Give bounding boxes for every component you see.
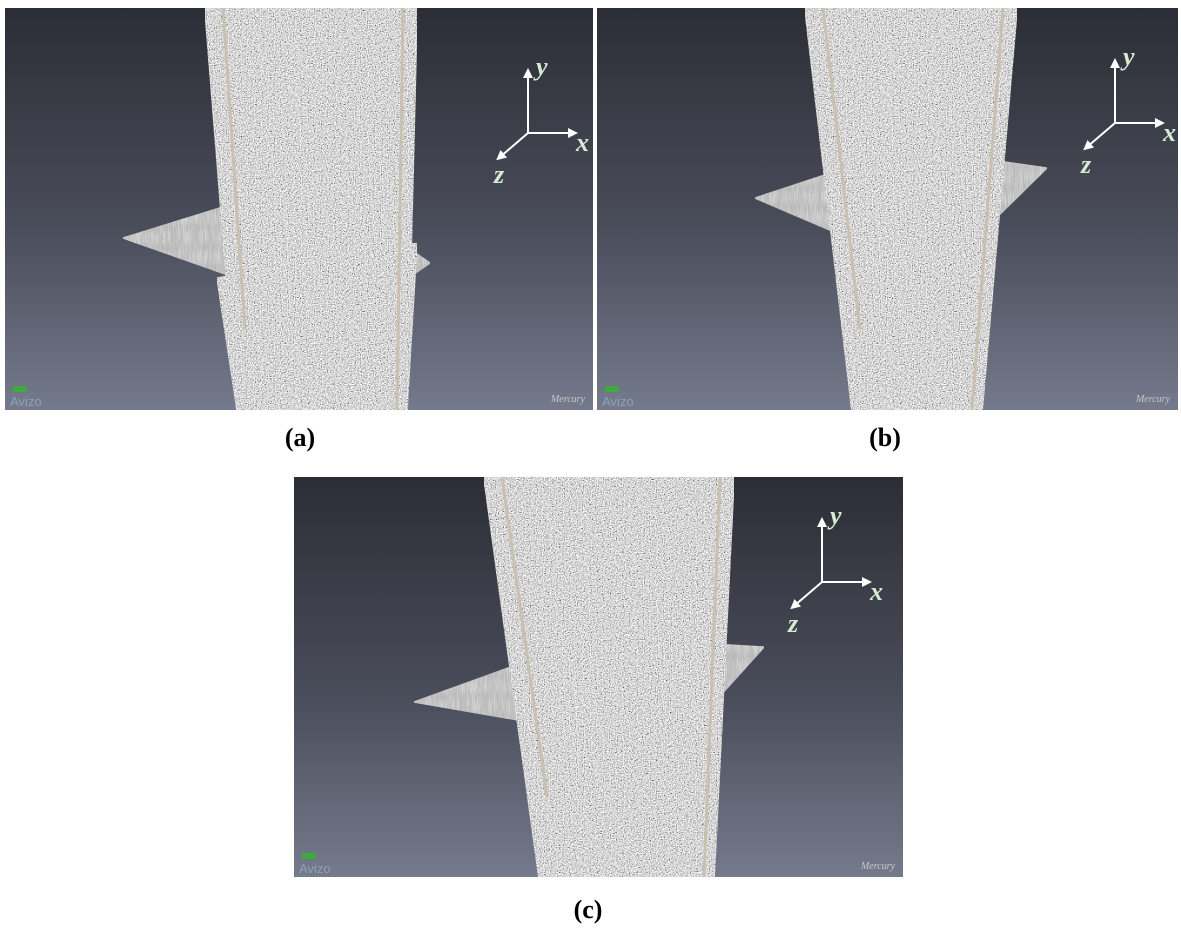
logo-right: Mercury [860, 861, 896, 872]
axis-arrow [496, 132, 529, 161]
slice-edge [702, 476, 722, 878]
axis-label: x [869, 577, 883, 606]
axis-label: y [533, 52, 548, 81]
logo-left: Avizo [299, 861, 331, 876]
logo-left: Avizo [602, 394, 634, 409]
vertical-slice [203, 7, 419, 411]
logo-icon [605, 386, 619, 392]
panel-caption: (c) [574, 895, 603, 924]
axis-label: y [1120, 42, 1135, 71]
axis-label: x [575, 128, 589, 157]
slice-edge [500, 476, 549, 798]
axis-arrow [1083, 122, 1116, 151]
slice-edge [221, 7, 247, 330]
panel-caption: (a) [285, 423, 315, 452]
axis-label: z [1080, 150, 1092, 179]
vertical-slice [482, 476, 736, 878]
logo-right: Mercury [550, 394, 586, 405]
axis-label: y [827, 501, 842, 530]
render-panel: y x z Avizo Mercury [597, 7, 1178, 412]
logo-right: Mercury [1135, 394, 1171, 405]
panel-caption: (b) [869, 423, 901, 452]
slice-edge [970, 7, 1005, 411]
logo-icon [13, 386, 27, 392]
render-panel: y x z Avizo Mercury [5, 7, 593, 412]
slice-edge [821, 7, 862, 330]
axis-label: x [1162, 118, 1176, 147]
axis-label: z [493, 160, 505, 189]
slice-edge [395, 7, 405, 411]
axis-arrow [790, 581, 823, 610]
logo-icon [302, 853, 316, 859]
axis-label: z [787, 609, 799, 638]
render-panel: y x z Avizo Mercury [294, 476, 903, 879]
logo-left: Avizo [10, 394, 42, 409]
